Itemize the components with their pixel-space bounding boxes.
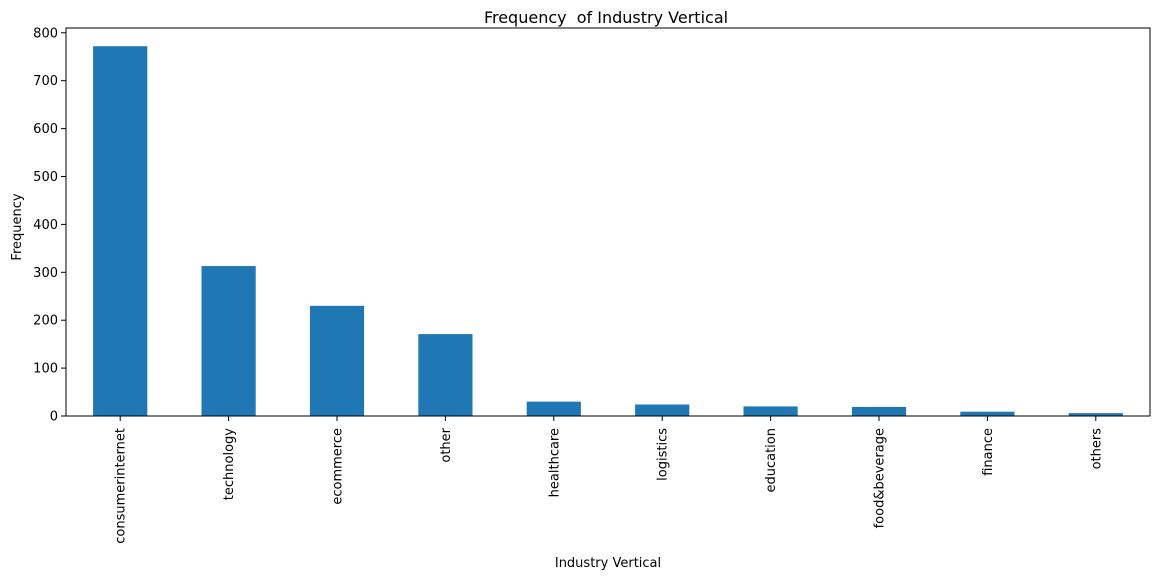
x-tick-label: healthcare: [547, 428, 562, 497]
bar-ecommerce: [309, 305, 365, 416]
chart-title: Frequency of Industry Vertical: [484, 8, 728, 27]
x-tick-label: technology: [222, 428, 237, 500]
x-axis-label: Industry Vertical: [555, 556, 661, 571]
bars-layer: [93, 46, 1123, 416]
x-tick-label: other: [439, 427, 454, 462]
x-tick-label: logistics: [656, 428, 671, 481]
bar-finance: [960, 411, 1015, 416]
bar-consumerinternet: [93, 46, 148, 416]
y-tick-label: 0: [50, 410, 58, 425]
x-tick-label: others: [1089, 428, 1104, 470]
y-tick-label: 500: [33, 170, 58, 185]
x-tick-label: finance: [981, 428, 996, 476]
x-tick-label: consumerinternet: [114, 428, 129, 544]
y-tick-label: 100: [33, 362, 58, 377]
bar-technology: [201, 266, 256, 416]
x-axis-ticks: consumerinternet technology ecommerce other…: [114, 416, 1104, 544]
y-axis-label: Frequency: [10, 193, 25, 260]
y-tick-label: 700: [33, 74, 58, 89]
bar-others: [1068, 413, 1123, 416]
x-tick-label: ecommerce: [331, 428, 346, 505]
bar-education: [743, 406, 798, 416]
bar-logistics: [635, 404, 690, 416]
x-tick-label: education: [764, 428, 779, 493]
y-tick-label: 200: [33, 314, 58, 329]
bar-other: [418, 334, 473, 416]
bar-food-beverage: [851, 406, 907, 416]
bar-healthcare: [526, 401, 581, 416]
y-tick-label: 300: [33, 266, 58, 281]
y-tick-label: 800: [33, 26, 58, 41]
x-tick-label: food&beverage: [873, 428, 888, 528]
plot-frame: [65, 27, 1151, 417]
y-tick-label: 400: [33, 218, 58, 233]
y-axis-ticks: 0 100 200 300 400 500 600 700 800: [33, 26, 66, 425]
y-tick-label: 600: [33, 122, 58, 137]
